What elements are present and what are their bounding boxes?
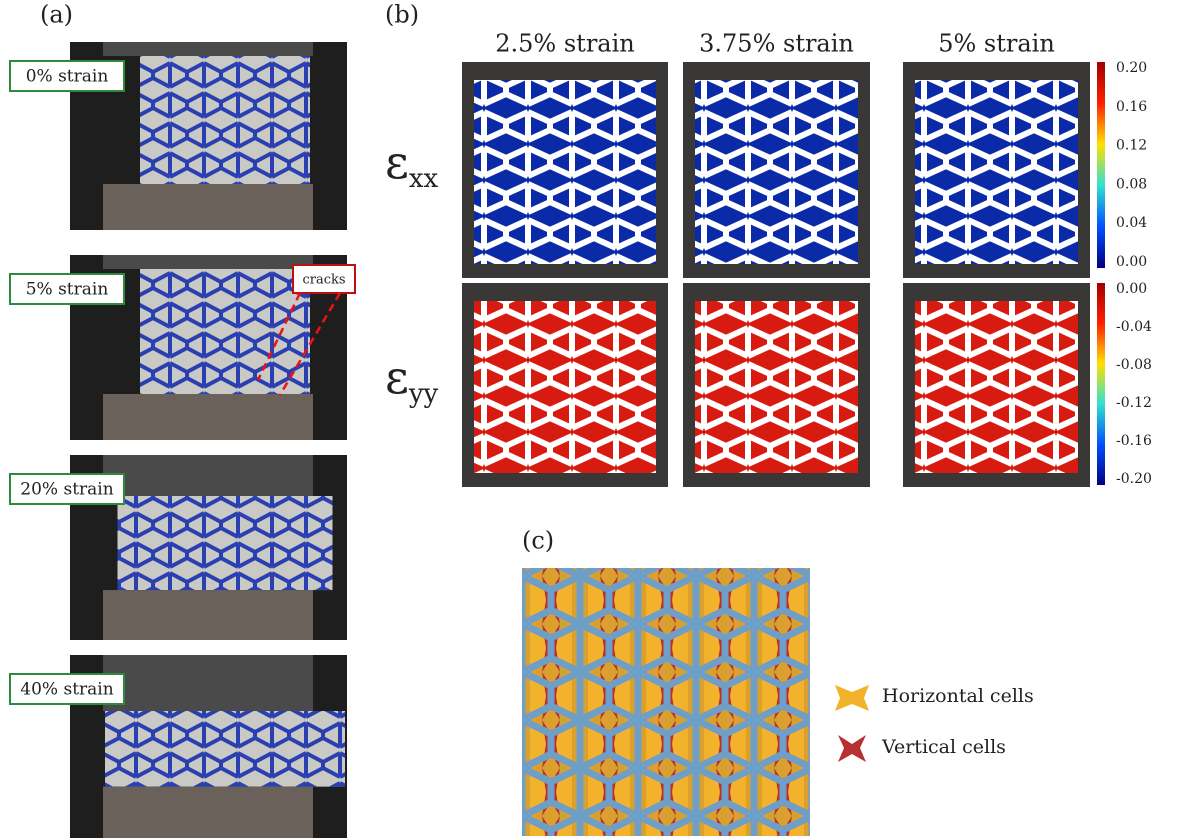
- specimen-pattern: [118, 496, 333, 590]
- specimen-pattern: [140, 56, 310, 184]
- legend-label: Vertical cells: [881, 736, 1006, 758]
- colorbar-tick: -0.12: [1116, 395, 1152, 411]
- strain-label: 20% strain: [20, 480, 113, 500]
- lattice-overlay: [915, 301, 1078, 473]
- panel-label: (a): [40, 1, 73, 29]
- colorbar-tick: -0.20: [1116, 471, 1152, 487]
- specimen-pattern: [105, 711, 345, 787]
- colorbar-tick: 0.12: [1116, 138, 1147, 154]
- colorbar: [1097, 283, 1105, 485]
- symbol: ε: [385, 350, 409, 404]
- colorbar-tick: 0.08: [1116, 176, 1147, 192]
- photo-column: 0% strain 5% strain 20% strain 40% strain cr…: [10, 42, 355, 838]
- annotation: cracks: [302, 273, 345, 288]
- platen: [103, 42, 313, 56]
- base: [103, 184, 313, 230]
- specimen-pattern: [140, 269, 310, 394]
- page: {"panel_a": {"label": "(a)", "photos": […: [0, 0, 1192, 838]
- lattice-overlay: [915, 80, 1078, 264]
- colorbar-tick: -0.16: [1116, 433, 1152, 449]
- column-header: 2.5% strain: [495, 30, 634, 58]
- figure: (a) 0% strain 5% strain 20% strain 40% stra…: [0, 0, 1192, 838]
- colorbar: [1097, 62, 1105, 268]
- lattice-diagram: [522, 568, 810, 836]
- subscript: yy: [408, 379, 439, 409]
- symbol: ε: [385, 135, 409, 189]
- base: [103, 590, 313, 640]
- lattice-overlay: [474, 80, 656, 264]
- base: [103, 394, 313, 440]
- legend-icon: [835, 685, 869, 711]
- lattice-overlay: [695, 80, 858, 264]
- strain-label: 40% strain: [20, 680, 113, 700]
- colorbar-tick: 0.20: [1116, 60, 1147, 76]
- colorbar-tick: 0.04: [1116, 215, 1147, 231]
- lattice-overlay: [695, 301, 858, 473]
- colorbar-tick: 0.00: [1116, 254, 1147, 270]
- lattice-overlay: [474, 301, 656, 473]
- legend-icon: [838, 735, 866, 762]
- subscript: xx: [409, 164, 439, 194]
- column-header: 5% strain: [938, 30, 1055, 58]
- strain-label: 0% strain: [26, 67, 109, 87]
- column-header: 3.75% strain: [699, 30, 854, 58]
- platen: [103, 655, 313, 711]
- row-label: εyy: [385, 350, 439, 409]
- base: [103, 787, 313, 838]
- panel-label: (b): [385, 1, 419, 29]
- row-label: εxx: [385, 135, 439, 194]
- platen: [103, 455, 313, 496]
- strain-label: 5% strain: [26, 280, 109, 300]
- panel-label: (c): [522, 527, 554, 555]
- legend-label: Horizontal cells: [882, 685, 1034, 707]
- platen: [103, 255, 313, 269]
- colorbar-tick: -0.08: [1116, 357, 1152, 373]
- colorbar-tick: -0.04: [1116, 319, 1152, 335]
- colorbar-tick: 0.16: [1116, 99, 1147, 115]
- colorbar-tick: 0.00: [1116, 281, 1147, 297]
